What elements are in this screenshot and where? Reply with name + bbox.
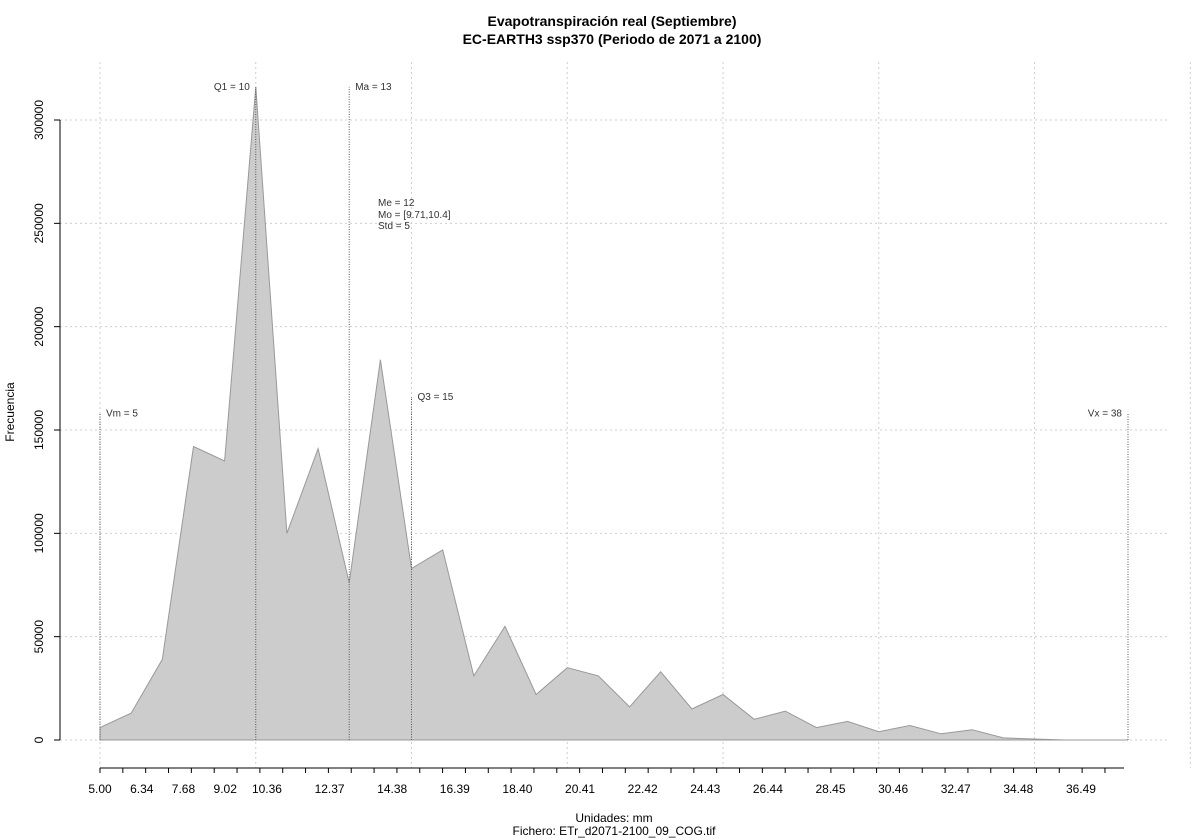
x-tick-label: 22.42 [628, 782, 658, 796]
marker-label: Q3 = 15 [418, 392, 454, 403]
marker-label: Q1 = 10 [214, 82, 250, 93]
marker-label: Ma = 13 [355, 82, 392, 93]
x-tick-label: 28.45 [815, 782, 845, 796]
x-axis: 5.00 6.34 7.68 9.02 10.36 12.37 14.38 16.39 18.4… [88, 767, 1124, 796]
y-tick-label: 100000 [32, 513, 46, 553]
x-tick-label: 16.39 [440, 782, 470, 796]
frequency-area [99, 86, 1128, 741]
x-tick-label: 14.38 [377, 782, 407, 796]
marker-label: Vx = 38 [1088, 408, 1123, 419]
area-series [99, 86, 1128, 741]
x-tick-label: 7.68 [172, 782, 196, 796]
y-tick-label: 300000 [32, 100, 46, 140]
chart-subtitle: EC-EARTH3 ssp370 (Periodo de 2071 a 2100… [463, 31, 762, 47]
x-tick-label: 32.47 [941, 782, 971, 796]
x-tick-label: 6.34 [130, 782, 154, 796]
x-tick-label: 36.49 [1066, 782, 1096, 796]
y-tick-label: 150000 [32, 410, 46, 450]
x-tick-label: 12.37 [315, 782, 345, 796]
y-tick-label: 250000 [32, 203, 46, 243]
y-tick-label: 50000 [32, 620, 46, 654]
marker-label: Vm = 5 [106, 408, 138, 419]
y-tick-label: 0 [32, 736, 46, 743]
stat-markers: Vm = 5 Q1 = 10 Ma = 13 Q3 = 15 Vx = 38 [99, 82, 1129, 740]
x-tick-label: 30.46 [878, 782, 908, 796]
stats-box: Me = 12 Mo = [9.71,10.4] Std = 5 [378, 198, 451, 232]
x-tick-label: 26.44 [753, 782, 783, 796]
y-axis: 0 50000 100000 150000 200000 250000 300000 [32, 100, 61, 743]
x-axis-title: Unidades: mm [575, 811, 652, 825]
x-tick-label: 9.02 [214, 782, 238, 796]
x-tick-label: 5.00 [88, 782, 112, 796]
y-axis-title: Frecuencia [3, 382, 17, 442]
x-tick-label: 10.36 [252, 782, 282, 796]
stat-median: Me = 12 [378, 198, 415, 209]
x-tick-label: 20.41 [565, 782, 595, 796]
chart-title: Evapotranspiración real (Septiembre) [488, 13, 737, 29]
stat-mode: Mo = [9.71,10.4] [378, 210, 451, 221]
x-tick-label: 24.43 [690, 782, 720, 796]
x-tick-label: 34.48 [1003, 782, 1033, 796]
x-tick-label: 18.40 [502, 782, 532, 796]
file-caption: Fichero: ETr_d2071-2100_09_COG.tif [513, 824, 717, 838]
y-tick-label: 200000 [32, 306, 46, 346]
stat-std: Std = 5 [378, 221, 410, 232]
